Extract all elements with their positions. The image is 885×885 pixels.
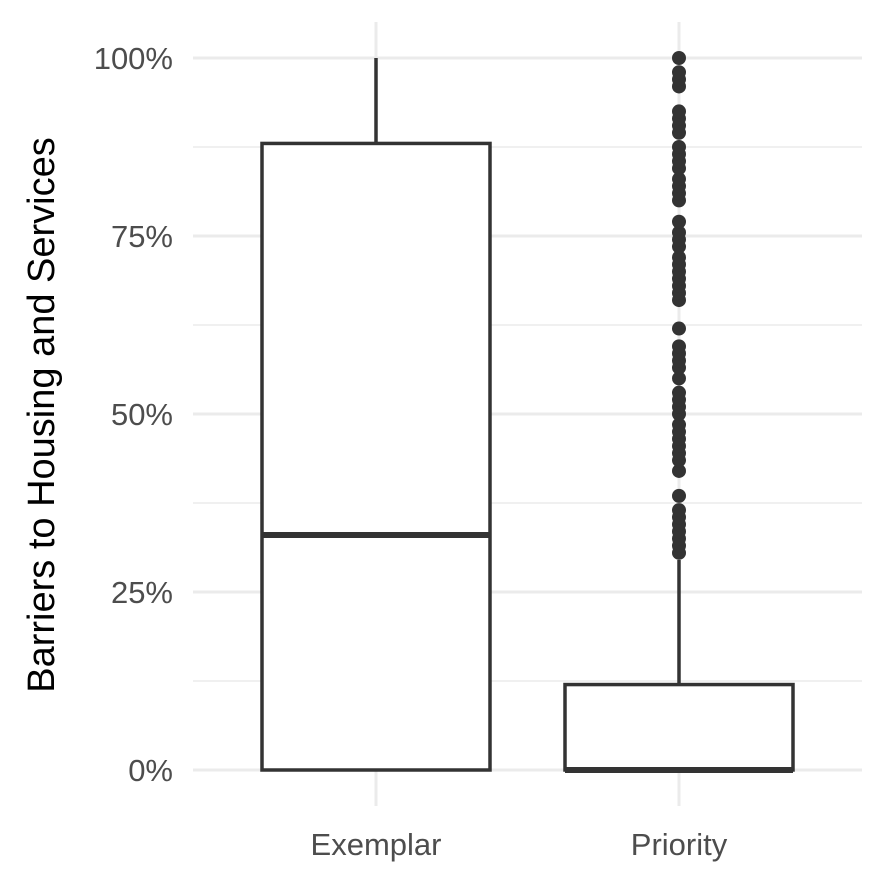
box-rect: [260, 141, 492, 772]
outlier-point: [672, 488, 686, 503]
outlier-point: [672, 225, 686, 240]
y-axis-title: Barriers to Housing and Services: [21, 137, 63, 692]
outlier-point: [672, 51, 686, 65]
y-tick-label: 50%: [111, 397, 173, 432]
x-tick-label: Priority: [631, 827, 728, 862]
outlier-point: [672, 172, 686, 187]
outlier-point: [672, 503, 686, 518]
outlier-point: [672, 371, 686, 386]
box-priority: [563, 51, 795, 773]
x-tick-labels: Exemplar Priority: [311, 827, 728, 862]
outlier-point: [672, 140, 686, 154]
outlier-point: [672, 65, 686, 80]
outlier-point: [672, 385, 686, 400]
outlier-point: [672, 339, 686, 354]
outlier-point: [672, 321, 686, 336]
box-exemplar: [260, 58, 492, 772]
y-tick-labels: 0% 25% 50% 75% 100%: [94, 41, 173, 788]
x-tick-label: Exemplar: [311, 827, 442, 862]
outlier-point: [672, 417, 686, 432]
outlier-point: [672, 463, 686, 478]
y-tick-label: 100%: [94, 41, 173, 76]
outlier-point: [672, 250, 686, 265]
y-tick-label: 0%: [128, 753, 173, 788]
y-tick-label: 75%: [111, 219, 173, 254]
y-tick-label: 25%: [111, 575, 173, 610]
outlier-point: [672, 104, 686, 119]
outlier-point: [672, 214, 686, 229]
box-layer: [260, 51, 795, 773]
box-rect: [563, 682, 795, 772]
